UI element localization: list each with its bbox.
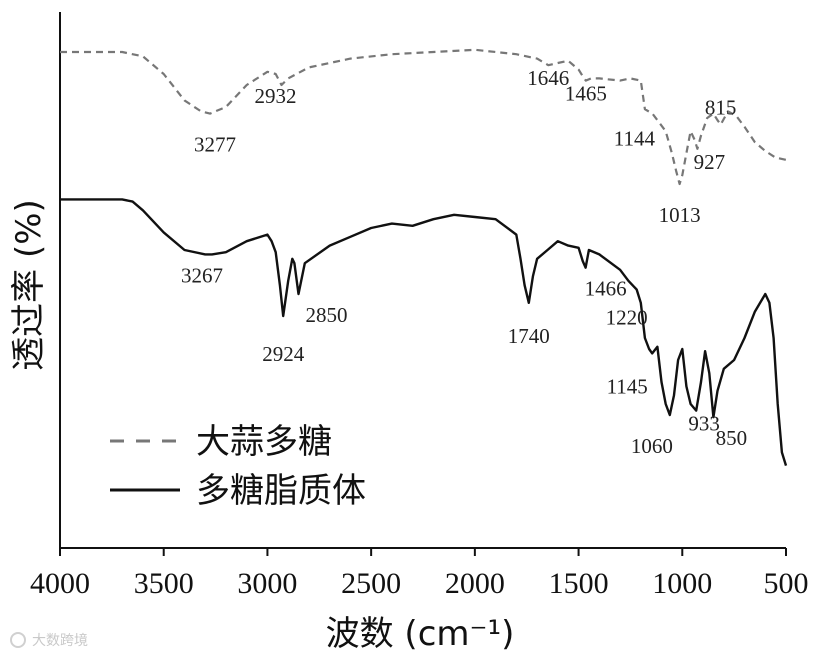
series-line-garlic-polysaccharide — [60, 48, 787, 186]
x-tick-label: 3500 — [134, 567, 194, 600]
x-axis-title: 波数 (cm⁻¹) — [326, 614, 515, 654]
legend-label-garlic-polysaccharide: 大蒜多糖 — [196, 422, 332, 462]
series-line-polysaccharide-liposome — [60, 198, 788, 466]
x-tick-label: 4000 — [30, 567, 90, 600]
peak-label: 1465 — [565, 82, 607, 106]
peak-label: 1646 — [527, 66, 569, 90]
legend: 大蒜多糖 多糖脂质体 — [110, 422, 366, 511]
peak-label: 1144 — [614, 127, 656, 151]
peak-label: 1740 — [508, 324, 550, 348]
x-tick-label: 2000 — [445, 567, 505, 600]
peak-label: 933 — [688, 412, 720, 436]
peak-label: 850 — [716, 426, 748, 450]
peak-label: 2932 — [255, 84, 297, 108]
peak-label: 2850 — [306, 303, 348, 327]
x-tick-label: 3000 — [237, 567, 297, 600]
x-ticks: 4000 3500 3000 2500 2000 1500 1000 500 — [30, 548, 809, 600]
axes — [59, 12, 786, 549]
watermark: 大数跨境 — [32, 633, 88, 649]
peak-label: 1013 — [659, 203, 701, 227]
peak-label: 3267 — [181, 263, 223, 287]
x-tick-label: 1500 — [549, 567, 609, 600]
series-layer — [60, 48, 788, 466]
x-tick-label: 500 — [764, 567, 809, 600]
legend-label-polysaccharide-liposome: 多糖脂质体 — [196, 471, 366, 511]
x-tick-label: 1000 — [652, 567, 712, 600]
peak-label: 2924 — [262, 342, 305, 366]
watermark-logo-icon — [10, 632, 26, 648]
peak-label: 1145 — [607, 374, 648, 398]
peak-label: 815 — [705, 96, 737, 120]
x-tick-label: 2500 — [341, 567, 401, 600]
peak-label: 1060 — [631, 434, 673, 458]
peak-label: 927 — [694, 150, 726, 174]
y-axis-title: 透过率 (%) — [9, 199, 49, 371]
peak-label: 1220 — [606, 306, 648, 330]
peak-label: 1466 — [585, 277, 627, 301]
peak-label: 3277 — [194, 133, 236, 157]
